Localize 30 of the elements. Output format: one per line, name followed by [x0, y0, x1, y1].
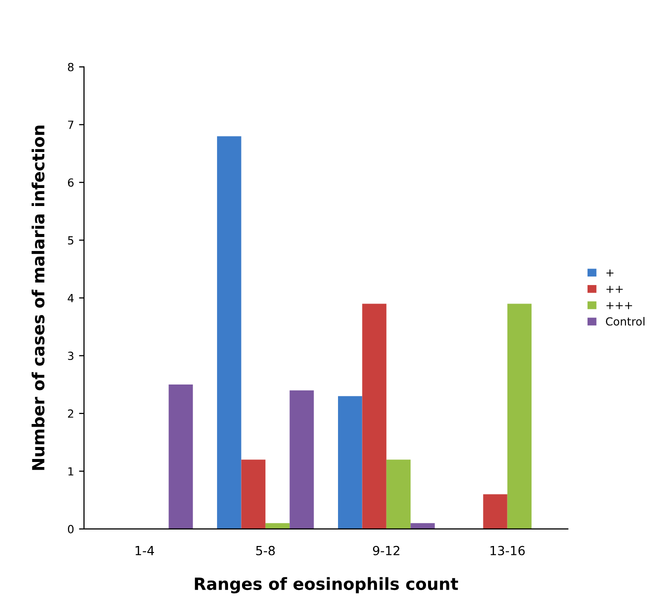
bar [362, 304, 386, 529]
bar [290, 390, 314, 529]
legend-label: +++ [606, 302, 632, 310]
y-tick-label: 1 [68, 467, 74, 476]
bar [386, 460, 411, 529]
legend-label: Control [606, 317, 644, 326]
y-tick-label: 2 [68, 409, 74, 418]
x-tick-label: 13-16 [490, 546, 525, 556]
x-tick-label: 5-8 [256, 546, 275, 556]
legend-label: ++ [606, 286, 623, 293]
bar [483, 494, 508, 529]
y-tick-label: 8 [68, 62, 74, 72]
bar [241, 460, 266, 529]
y-axis-title: Number of cases of malaria infection [32, 126, 45, 470]
y-tick-label: 5 [68, 236, 74, 245]
y-tick-label: 6 [68, 178, 74, 187]
y-tick-label: 7 [68, 120, 74, 129]
y-tick-label: 0 [68, 524, 74, 534]
bar [507, 304, 532, 529]
bar [217, 136, 242, 529]
bar [338, 396, 362, 529]
y-tick-label: 3 [68, 352, 74, 360]
y-tick-label: 4 [68, 294, 74, 302]
x-tick-label: 9-12 [373, 546, 400, 556]
bar [410, 523, 435, 529]
bar [265, 523, 290, 529]
bar [168, 384, 193, 529]
x-axis-title: Ranges of eosinophils count [194, 577, 458, 594]
x-tick-label: 1-4 [136, 546, 154, 556]
legend-label: + [606, 270, 614, 277]
